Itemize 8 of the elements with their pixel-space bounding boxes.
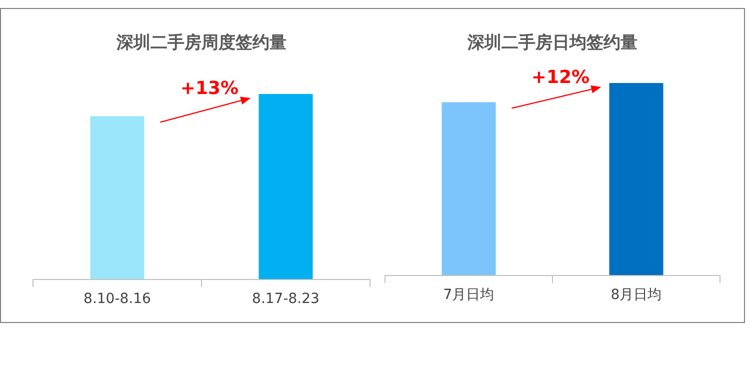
chart-title: 深圳二手房日均签约量 xyxy=(466,33,638,53)
x-tick-label: 8月日均 xyxy=(610,287,662,303)
x-tick-label: 7月日均 xyxy=(443,287,494,303)
annotation: +13% xyxy=(180,78,239,99)
x-tick-label: 8.10-8.16 xyxy=(84,291,152,307)
chart-title: 深圳二手房周度签约量 xyxy=(116,33,286,53)
annotation: +12% xyxy=(531,67,590,88)
x-tick-label: 8.17-8.23 xyxy=(252,291,320,307)
